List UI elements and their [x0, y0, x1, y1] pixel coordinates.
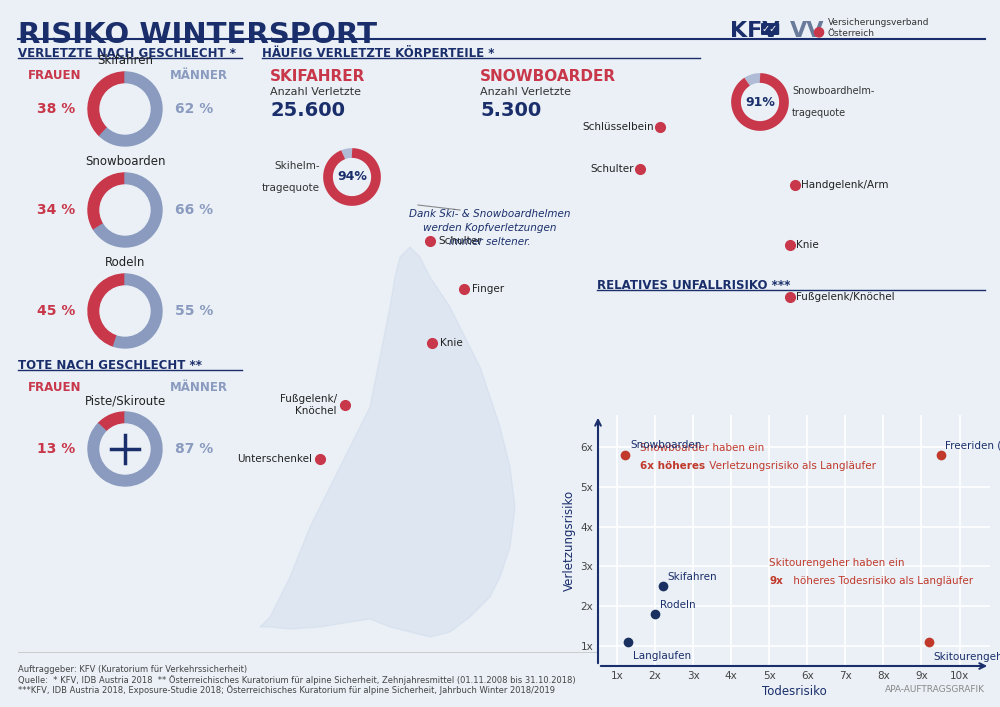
Text: ●: ●: [812, 24, 824, 38]
Text: Dank Ski- & Snowboardhelmen
werden Kopfverletzungen
immer seltener.: Dank Ski- & Snowboardhelmen werden Kopfv…: [409, 209, 571, 247]
Text: Schulter: Schulter: [438, 236, 482, 246]
Text: 9x: 9x: [769, 576, 783, 586]
Text: ✓✓: ✓✓: [762, 24, 778, 34]
Circle shape: [100, 286, 150, 336]
Text: Auftraggeber: KFV (Kuratorium für Verkehrssicherheit): Auftraggeber: KFV (Kuratorium für Verkeh…: [18, 665, 247, 674]
Text: 62 %: 62 %: [175, 102, 213, 116]
Text: Skitourengeher haben ein: Skitourengeher haben ein: [769, 559, 908, 568]
Text: RELATIVES UNFALLRISIKO ***: RELATIVES UNFALLRISIKO ***: [597, 279, 790, 292]
Wedge shape: [88, 412, 162, 486]
Wedge shape: [94, 173, 162, 247]
Text: 34 %: 34 %: [37, 203, 75, 217]
Text: Skitourengehen: Skitourengehen: [934, 652, 1000, 662]
Text: Rodeln: Rodeln: [660, 600, 695, 610]
Text: SNOWBOARDER: SNOWBOARDER: [480, 69, 616, 84]
Text: 94%: 94%: [337, 170, 367, 184]
Text: SKIFAHRER: SKIFAHRER: [270, 69, 365, 84]
Text: Anzahl Verletzte: Anzahl Verletzte: [480, 87, 571, 97]
Text: tragequote: tragequote: [262, 183, 320, 193]
Circle shape: [100, 84, 150, 134]
Text: 13 %: 13 %: [37, 442, 75, 456]
Text: Piste/Skiroute: Piste/Skiroute: [84, 394, 166, 407]
Text: VERLETZTE NACH GESCHLECHT *: VERLETZTE NACH GESCHLECHT *: [18, 47, 236, 60]
Text: Knie: Knie: [796, 240, 819, 250]
Text: KFV: KFV: [730, 21, 780, 41]
Wedge shape: [114, 274, 162, 348]
Text: Freeriden (Variante): Freeriden (Variante): [945, 440, 1000, 450]
Text: 45 %: 45 %: [37, 304, 75, 318]
Text: 25.600: 25.600: [270, 101, 345, 120]
Text: Quelle:  * KFV, IDB Austria 2018  ** Österreichisches Kuratorium für alpine Sich: Quelle: * KFV, IDB Austria 2018 ** Öster…: [18, 675, 576, 685]
Text: Schlüsselbein: Schlüsselbein: [582, 122, 654, 132]
Circle shape: [743, 85, 777, 119]
Text: 38 %: 38 %: [37, 102, 75, 116]
Text: Snowboarden: Snowboarden: [630, 440, 702, 450]
Text: HÄUFIG VERLETZTE KÖRPERTEILE *: HÄUFIG VERLETZTE KÖRPERTEILE *: [262, 47, 494, 60]
Text: FRAUEN: FRAUEN: [28, 69, 82, 82]
Wedge shape: [88, 72, 125, 136]
Text: Snowboarder haben ein: Snowboarder haben ein: [640, 443, 767, 453]
Text: Fußgelenk/
Knöchel: Fußgelenk/ Knöchel: [280, 394, 337, 416]
Text: VV: VV: [790, 21, 824, 41]
Text: Skifahren: Skifahren: [97, 54, 153, 67]
Text: Snowboardhelm-: Snowboardhelm-: [792, 86, 874, 96]
Text: Knie: Knie: [440, 338, 463, 348]
Text: Snowboarden: Snowboarden: [85, 155, 165, 168]
Text: Skihelm-: Skihelm-: [274, 161, 320, 171]
Text: Finger: Finger: [472, 284, 504, 294]
Wedge shape: [88, 173, 125, 230]
Text: 55 %: 55 %: [175, 304, 213, 318]
Text: 5.300: 5.300: [480, 101, 541, 120]
Text: Verletzungsrisiko als Langläufer: Verletzungsrisiko als Langläufer: [706, 461, 876, 471]
Circle shape: [335, 160, 369, 194]
Wedge shape: [98, 412, 125, 432]
Text: Versicherungsverband: Versicherungsverband: [828, 18, 930, 27]
Text: 91%: 91%: [745, 95, 775, 108]
Text: tragequote: tragequote: [792, 108, 846, 118]
Text: Österreich: Österreich: [828, 29, 875, 38]
Text: 6x höheres: 6x höheres: [640, 461, 705, 471]
Wedge shape: [100, 72, 162, 146]
Circle shape: [100, 185, 150, 235]
Text: RISIKO WINTERSPORT: RISIKO WINTERSPORT: [18, 21, 377, 49]
Circle shape: [100, 424, 150, 474]
Text: Unterschenkel: Unterschenkel: [237, 454, 312, 464]
Text: ***KFV, IDB Austria 2018, Exposure-Studie 2018; Österreichisches Kuratorium für : ***KFV, IDB Austria 2018, Exposure-Studi…: [18, 685, 555, 695]
Text: Handgelenk/Arm: Handgelenk/Arm: [801, 180, 889, 190]
Text: höheres Todesrisiko als Langläufer: höheres Todesrisiko als Langläufer: [790, 576, 973, 586]
Text: Schulter: Schulter: [590, 164, 634, 174]
Text: Skifahren: Skifahren: [667, 573, 717, 583]
Text: FRAUEN: FRAUEN: [28, 381, 82, 394]
Wedge shape: [88, 274, 125, 346]
Text: Anzahl Verletzte: Anzahl Verletzte: [270, 87, 361, 97]
Text: Rodeln: Rodeln: [105, 256, 145, 269]
Y-axis label: Verletzungsrisiko: Verletzungsrisiko: [563, 490, 576, 591]
X-axis label: Todesrisiko: Todesrisiko: [762, 685, 826, 698]
Text: MÄNNER: MÄNNER: [170, 69, 228, 82]
Text: Fußgelenk/Knöchel: Fußgelenk/Knöchel: [796, 292, 895, 302]
Text: MÄNNER: MÄNNER: [170, 381, 228, 394]
Text: Langlaufen: Langlaufen: [633, 651, 691, 661]
Text: APA-AUFTRAGSGRAFIK: APA-AUFTRAGSGRAFIK: [885, 685, 985, 694]
Text: TOTE NACH GESCHLECHT **: TOTE NACH GESCHLECHT **: [18, 359, 202, 372]
Text: 66 %: 66 %: [175, 203, 213, 217]
Polygon shape: [260, 247, 515, 637]
Text: 87 %: 87 %: [175, 442, 213, 456]
